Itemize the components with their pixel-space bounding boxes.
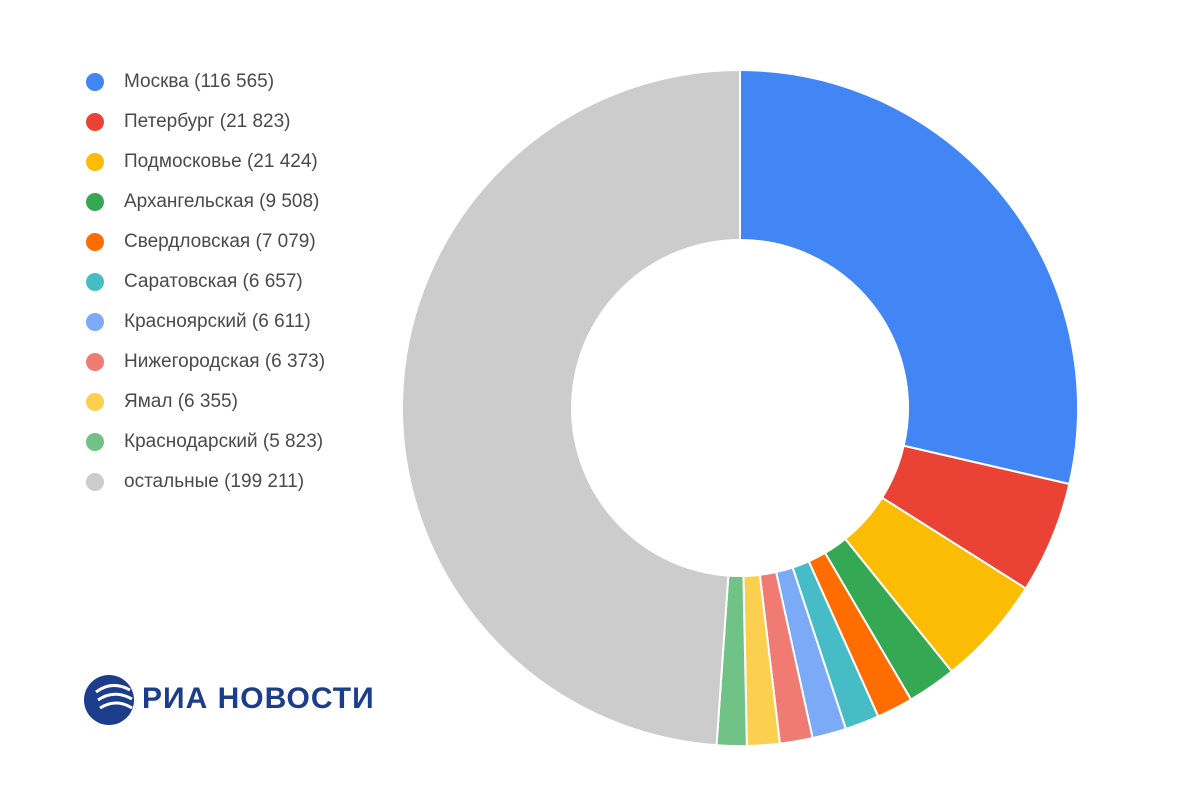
logo-text: РИА НОВОСТИ	[142, 682, 375, 716]
ria-logo-icon	[82, 672, 138, 728]
donut-slice	[402, 70, 740, 745]
donut-slice	[740, 70, 1078, 484]
ria-novosti-logo: РИА НОВОСТИ	[82, 672, 402, 732]
